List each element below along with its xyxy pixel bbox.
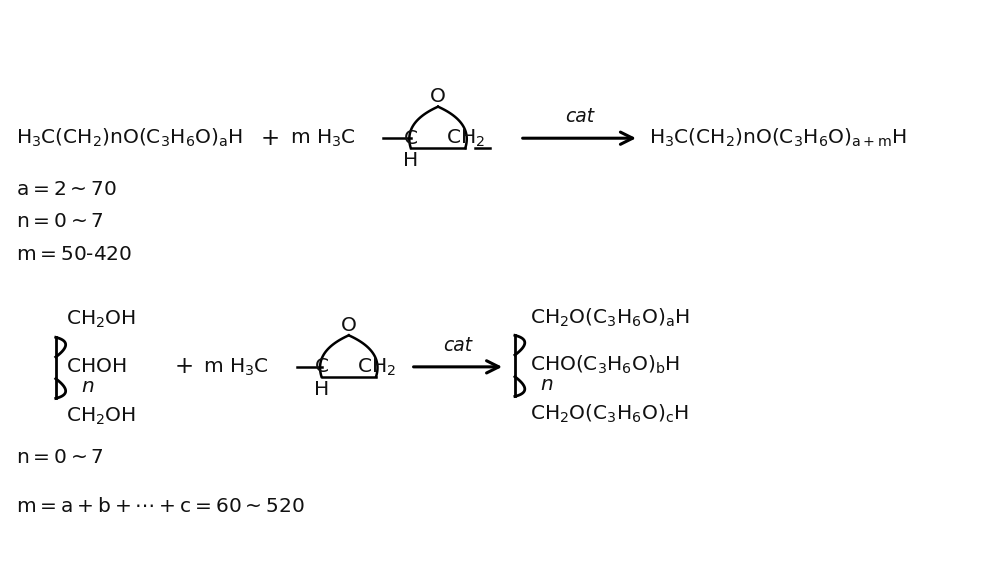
Text: $\mathregular{n=0{\sim}7}$: $\mathregular{n=0{\sim}7}$ xyxy=(16,448,104,467)
Text: $\mathregular{CHOH}$: $\mathregular{CHOH}$ xyxy=(66,357,126,376)
Text: $\mathregular{m\ H_3C}$: $\mathregular{m\ H_3C}$ xyxy=(203,356,268,377)
Text: $\mathregular{CH_2O(C_3H_6O)_aH}$: $\mathregular{CH_2O(C_3H_6O)_aH}$ xyxy=(530,306,689,329)
Text: $\mathregular{CH_2}$: $\mathregular{CH_2}$ xyxy=(357,356,395,377)
Text: $\mathregular{m=a+b+{\cdots}+c=60{\sim}520}$: $\mathregular{m=a+b+{\cdots}+c=60{\sim}5… xyxy=(16,497,305,516)
Text: $\mathregular{CH_2O(C_3H_6O)_cH}$: $\mathregular{CH_2O(C_3H_6O)_cH}$ xyxy=(530,403,688,425)
Text: n: n xyxy=(541,375,553,394)
Text: +: + xyxy=(175,355,194,379)
Text: n: n xyxy=(82,377,94,396)
Text: $\mathregular{n=0{\sim}7}$: $\mathregular{n=0{\sim}7}$ xyxy=(16,213,104,231)
Text: $\mathregular{a=2{\sim}70}$: $\mathregular{a=2{\sim}70}$ xyxy=(16,180,117,199)
Text: +: + xyxy=(260,127,279,150)
Text: C: C xyxy=(404,129,418,148)
Text: $\mathregular{CH_2OH}$: $\mathregular{CH_2OH}$ xyxy=(66,406,136,427)
Text: $\mathregular{CH_2}$: $\mathregular{CH_2}$ xyxy=(446,128,485,149)
Text: $\mathregular{CH_2OH}$: $\mathregular{CH_2OH}$ xyxy=(66,309,136,330)
Text: $\mathregular{m=50\text{-}420}$: $\mathregular{m=50\text{-}420}$ xyxy=(16,245,132,264)
Text: O: O xyxy=(341,316,357,335)
Text: $\mathregular{CHO(C_3H_6O)_bH}$: $\mathregular{CHO(C_3H_6O)_bH}$ xyxy=(530,354,680,376)
Text: O: O xyxy=(430,87,446,106)
Text: cat: cat xyxy=(443,336,472,355)
Text: $\mathregular{H_3C(CH_2)nO(C_3H_6O)_{a+m}H}$: $\mathregular{H_3C(CH_2)nO(C_3H_6O)_{a+m… xyxy=(649,127,907,149)
Text: $\mathregular{H_3C(CH_2)nO(C_3H_6O)_aH}$: $\mathregular{H_3C(CH_2)nO(C_3H_6O)_aH}$ xyxy=(16,127,243,149)
Text: cat: cat xyxy=(565,107,594,126)
Text: H: H xyxy=(403,151,418,171)
Text: $\mathregular{m\ H_3C}$: $\mathregular{m\ H_3C}$ xyxy=(290,128,356,149)
Text: C: C xyxy=(315,357,329,376)
Text: H: H xyxy=(314,380,329,399)
